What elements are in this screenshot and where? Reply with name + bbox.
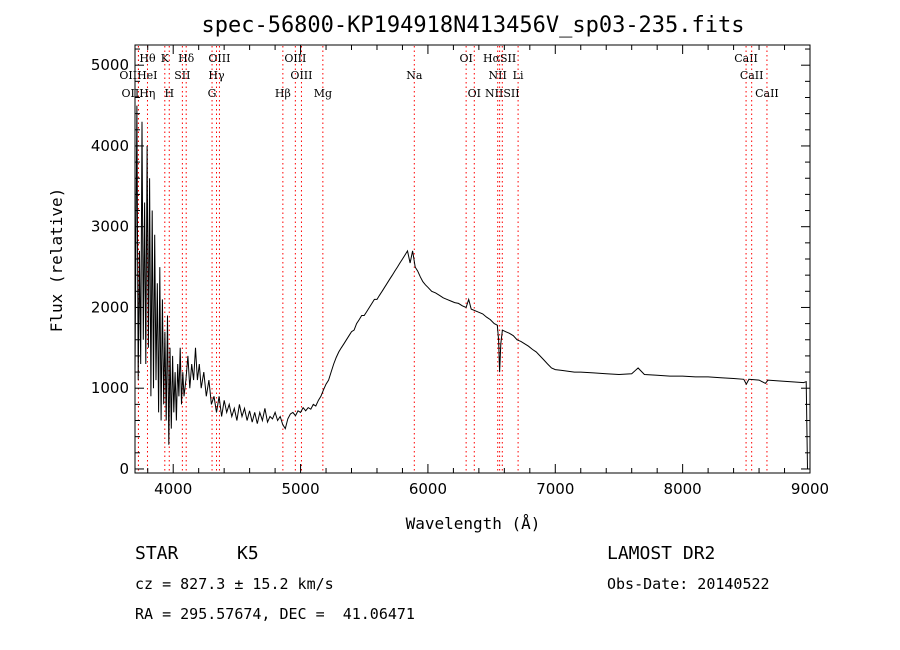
marker-label: CaII: [734, 52, 758, 65]
x-axis-label: Wavelength (Å): [406, 514, 541, 533]
redshift-readout: cz = 827.3 ± 15.2 km/s: [135, 575, 334, 593]
marker-label: Hβ: [275, 87, 291, 100]
marker-label: G: [208, 87, 217, 100]
marker-label: OIIHeI: [119, 69, 157, 82]
marker-label: OIII: [208, 52, 230, 65]
marker-label: OIIHη: [121, 87, 155, 100]
marker-label: NII: [489, 69, 507, 82]
y-tick-label: 4000: [91, 137, 129, 155]
marker-label: OI: [468, 87, 481, 100]
x-tick-label: 4000: [154, 480, 192, 498]
marker-label: OIII: [290, 69, 312, 82]
marker-label: Na: [406, 69, 423, 82]
coordinates: RA = 295.57674, DEC = 41.06471: [135, 605, 415, 623]
survey-name: LAMOST DR2: [607, 543, 716, 564]
marker-label: SII: [174, 69, 190, 82]
x-tick-label: 6000: [409, 480, 447, 498]
plot-axes: 4000 5000 6000 7000 8000 9000 0 1000 2000 3000 400…: [91, 44, 829, 498]
x-tick-label: 8000: [664, 480, 702, 498]
y-tick-label: 3000: [91, 218, 129, 236]
marker-label: Li: [513, 69, 524, 82]
line-markers: Hθ K Hδ OIII OIII OI HαSII CaII OIIHeI SII Hγ OIII N…: [119, 46, 779, 472]
marker-label: CaII: [740, 69, 764, 82]
y-tick-label: 1000: [91, 379, 129, 397]
marker-label: H: [164, 87, 174, 100]
y-tick-label: 0: [119, 460, 129, 478]
plot-frame: [134, 44, 811, 474]
marker-label: NIISII: [485, 87, 520, 100]
y-tick-label: 5000: [91, 56, 129, 74]
marker-label: CaII: [755, 87, 779, 100]
x-tick-label: 5000: [281, 480, 319, 498]
marker-label: Hγ: [208, 69, 225, 82]
spectrum-series: [134, 105, 808, 470]
y-axis-label: Flux (relative): [47, 188, 66, 333]
marker-label: K: [161, 52, 170, 65]
marker-label: OIII: [284, 52, 306, 65]
object-class: STAR: [135, 543, 179, 564]
marker-label: Hδ: [178, 52, 195, 65]
x-tick-label: 7000: [536, 480, 574, 498]
spectrum-line: [134, 105, 808, 470]
chart-title: spec-56800-KP194918N413456V_sp03-235.fit…: [201, 13, 744, 38]
x-tick-label: 9000: [791, 480, 829, 498]
object-subclass: K5: [237, 543, 259, 564]
y-tick-label: 2000: [91, 298, 129, 316]
marker-label: OI: [459, 52, 472, 65]
marker-label: HαSII: [483, 52, 516, 65]
obs-date: Obs-Date: 20140522: [607, 575, 770, 593]
marker-label: Hθ: [139, 52, 156, 65]
marker-label: Mg: [314, 87, 332, 100]
